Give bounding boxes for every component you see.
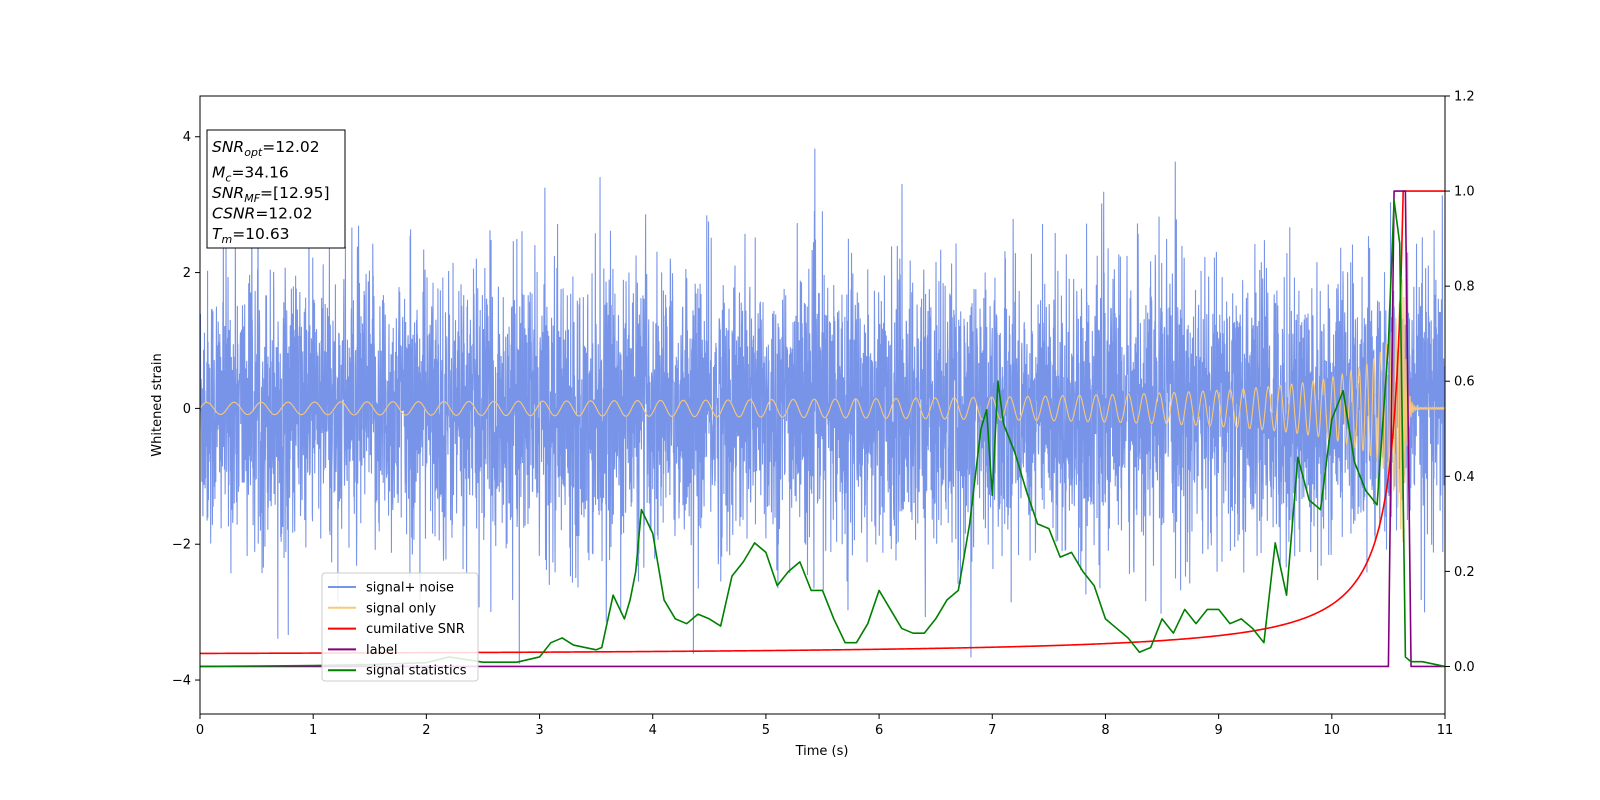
y-tick-label: 0 — [183, 402, 191, 417]
legend-frame — [321, 572, 479, 682]
info-box-line: CSNR=12.02 — [212, 205, 313, 223]
y-tick-label: 2 — [183, 266, 191, 281]
legend: signal+ noise signal only cumilative SNR la… — [321, 572, 479, 682]
x-tick-label: 1 — [309, 723, 317, 738]
series-signal-noise — [200, 148, 1445, 664]
x-tick-label: 9 — [1214, 723, 1222, 738]
info-box-line: Mc=34.16 — [212, 164, 289, 185]
y2-tick-label: 1.2 — [1454, 90, 1475, 105]
legend-label: label — [366, 643, 397, 658]
x-tick-label: 3 — [535, 723, 543, 738]
y2-tick-label: 1.0 — [1454, 185, 1475, 200]
series-signal-only — [200, 279, 1445, 543]
y2-tick-label: 0.0 — [1454, 660, 1475, 675]
x-tick-label: 7 — [988, 723, 996, 738]
info-box-line: Tm=10.63 — [212, 225, 290, 246]
label-line — [200, 190, 1445, 668]
y-tick-label: 4 — [183, 130, 191, 145]
signal-statistics-line — [200, 199, 1445, 668]
legend-label: signal statistics — [366, 664, 467, 679]
x-axis-label: Time (s) — [795, 744, 849, 759]
info-box: SNRopt=12.02 Mc=34.16SNRMF=[12.95]CSNR=12… — [206, 129, 346, 249]
y2-tick-label: 0.8 — [1454, 280, 1475, 295]
axes: 0 1 2 3 4 5 6 7 8 9 10 11 −4 −2 0 2 4 0.0 0.2 0.4 0.6 0.8 1.0 1… — [172, 90, 1475, 739]
x-tick-label: 8 — [1101, 723, 1109, 738]
x-tick-label: 0 — [196, 723, 204, 738]
y2-tick-label: 0.4 — [1454, 470, 1475, 485]
legend-label: signal+ noise — [366, 581, 454, 596]
x-tick-label: 11 — [1437, 723, 1454, 738]
signal-only-line — [200, 279, 1445, 543]
info-box-frame — [206, 129, 346, 249]
info-box-line: SNRMF=[12.95] — [212, 184, 330, 205]
y-tick-label: −2 — [172, 538, 191, 553]
y-axis-label: Whitened strain — [150, 353, 165, 456]
x-tick-label: 2 — [422, 723, 430, 738]
y-tick-label: −4 — [172, 674, 191, 689]
y2-tick-label: 0.2 — [1454, 565, 1475, 580]
legend-label: cumilative SNR — [366, 622, 465, 637]
x-tick-label: 4 — [649, 723, 657, 738]
info-box-line: SNRopt=12.02 — [212, 138, 320, 159]
legend-label: signal only — [366, 601, 436, 616]
x-tick-label: 5 — [762, 723, 770, 738]
plot-frame — [199, 95, 1446, 715]
signal-noise-line — [200, 148, 1445, 664]
y2-tick-label: 0.6 — [1454, 375, 1475, 390]
x-tick-label: 10 — [1324, 723, 1341, 738]
x-tick-label: 6 — [875, 723, 883, 738]
